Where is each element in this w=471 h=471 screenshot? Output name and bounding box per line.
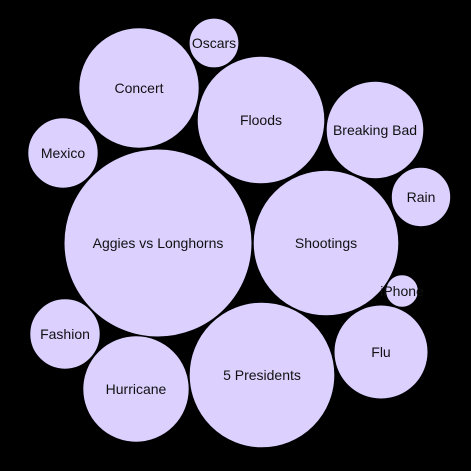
bubble-label-breaking-bad: Breaking Bad [333,122,417,138]
bubble-label-concert: Concert [114,80,163,96]
bubble-group-concert: Concert [78,27,200,149]
bubble-label-shootings: Shootings [295,235,357,251]
bubble-floods [196,55,326,185]
bubble-group-shootings: Shootings [252,169,400,317]
bubble-breaking-bad [325,80,425,180]
bubble-group-mexico: Mexico [27,117,99,189]
bubble-label-mexico: Mexico [41,145,86,161]
bubble-aggies-vs-longhorns [63,148,253,338]
bubble-concert [78,27,200,149]
bubble-label-iphone: iPhone [380,283,424,299]
bubbles-layer: Aggies vs Longhorns Shootings 5 Presidents… [27,17,452,449]
bubble-label-aggies-vs-longhorns: Aggies vs Longhorns [93,235,224,251]
bubble-group-rain: Rain [390,166,452,228]
bubble-label-floods: Floods [240,112,282,128]
bubble-rain [390,166,452,228]
bubble-group-floods: Floods [196,55,326,185]
bubble-hurricane [82,335,190,443]
bubble-5-presidents [188,301,336,449]
bubble-group-5-presidents: 5 Presidents [188,301,336,449]
bubble-iphone [385,274,419,308]
bubble-group-oscars: Oscars [188,17,240,69]
bubble-label-oscars: Oscars [192,35,236,51]
bubble-label-fashion: Fashion [40,326,90,342]
bubble-group-aggies-vs-longhorns: Aggies vs Longhorns [63,148,253,338]
bubble-flu [333,304,429,400]
bubble-oscars [188,17,240,69]
bubble-fashion [29,298,101,370]
bubble-group-flu: Flu [333,304,429,400]
bubble-label-flu: Flu [371,344,390,360]
bubble-label-hurricane: Hurricane [106,381,167,397]
bubble-label-5-presidents: 5 Presidents [223,367,301,383]
bubble-group-breaking-bad: Breaking Bad [325,80,425,180]
bubble-label-rain: Rain [407,189,436,205]
bubble-group-fashion: Fashion [29,298,101,370]
bubble-group-iphone: iPhone [380,274,424,308]
bubble-mexico [27,117,99,189]
bubble-shootings [252,169,400,317]
bubble-group-hurricane: Hurricane [82,335,190,443]
